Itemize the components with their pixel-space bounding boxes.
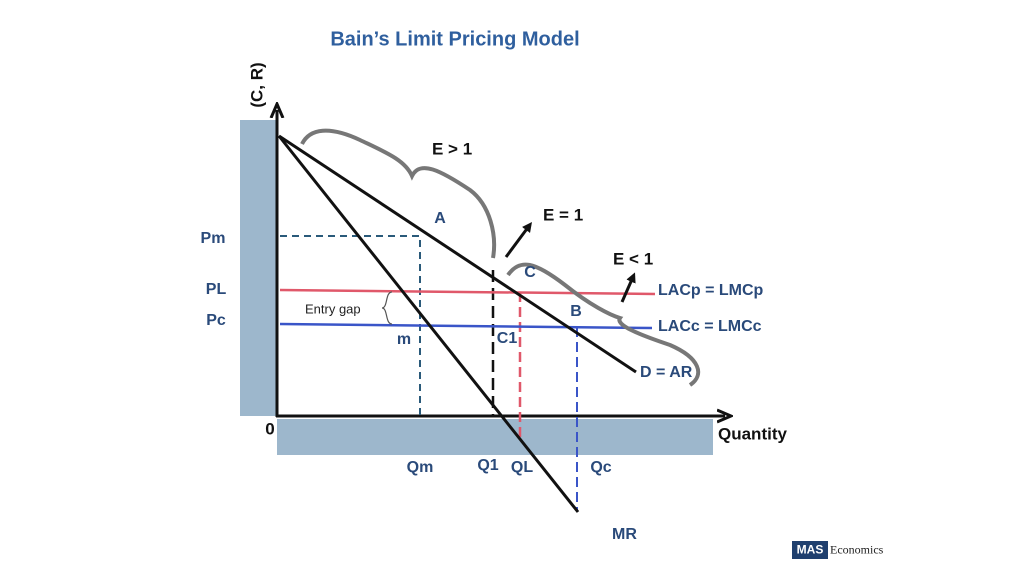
- elt1-arrow: [620, 272, 636, 303]
- e1-arrow: [504, 221, 532, 258]
- price-label: Pm: [201, 230, 226, 247]
- entry-gap-brace: [381, 291, 393, 325]
- brace-inelastic: [506, 262, 701, 387]
- elasticity-label: E = 1: [543, 205, 583, 224]
- limit-cost-line: [279, 288, 656, 296]
- quantity-label: Qc: [590, 459, 611, 476]
- quantity-label: Q1: [477, 457, 498, 474]
- price-label: Pc: [206, 312, 226, 329]
- curve-label: D = AR: [640, 364, 693, 381]
- competitive-cost-line: [279, 322, 653, 330]
- elasticity-label: E > 1: [432, 139, 472, 158]
- point-label: B: [570, 303, 582, 320]
- title: Bain’s Limit Pricing Model: [330, 28, 579, 50]
- y-band: [240, 120, 277, 416]
- price-label: PL: [206, 281, 227, 298]
- brace-elastic: [300, 128, 497, 259]
- demand-line: [278, 134, 637, 374]
- brand-mark: MAS: [797, 543, 824, 557]
- mr-line: [277, 135, 580, 513]
- entry-gap-label: Entry gap: [305, 301, 361, 316]
- curve-label: LACp = LMCp: [658, 282, 764, 299]
- x-axis-label: Quantity: [718, 424, 787, 443]
- origin-label: 0: [265, 419, 274, 438]
- point-label: m: [397, 331, 411, 348]
- curve-label: MR: [612, 526, 637, 543]
- y-axis-label: (C, R): [247, 62, 266, 107]
- point-label: C: [524, 264, 536, 281]
- brand-name: Economics: [830, 542, 884, 556]
- curve-label: LACc = LMCc: [658, 318, 762, 335]
- brand-box: [792, 541, 828, 559]
- elasticity-label: E < 1: [613, 249, 653, 268]
- x-band: [277, 419, 713, 455]
- quantity-label: QL: [511, 459, 533, 476]
- point-label: C1: [497, 330, 518, 347]
- quantity-label: Qm: [407, 459, 434, 476]
- point-label: A: [434, 210, 446, 227]
